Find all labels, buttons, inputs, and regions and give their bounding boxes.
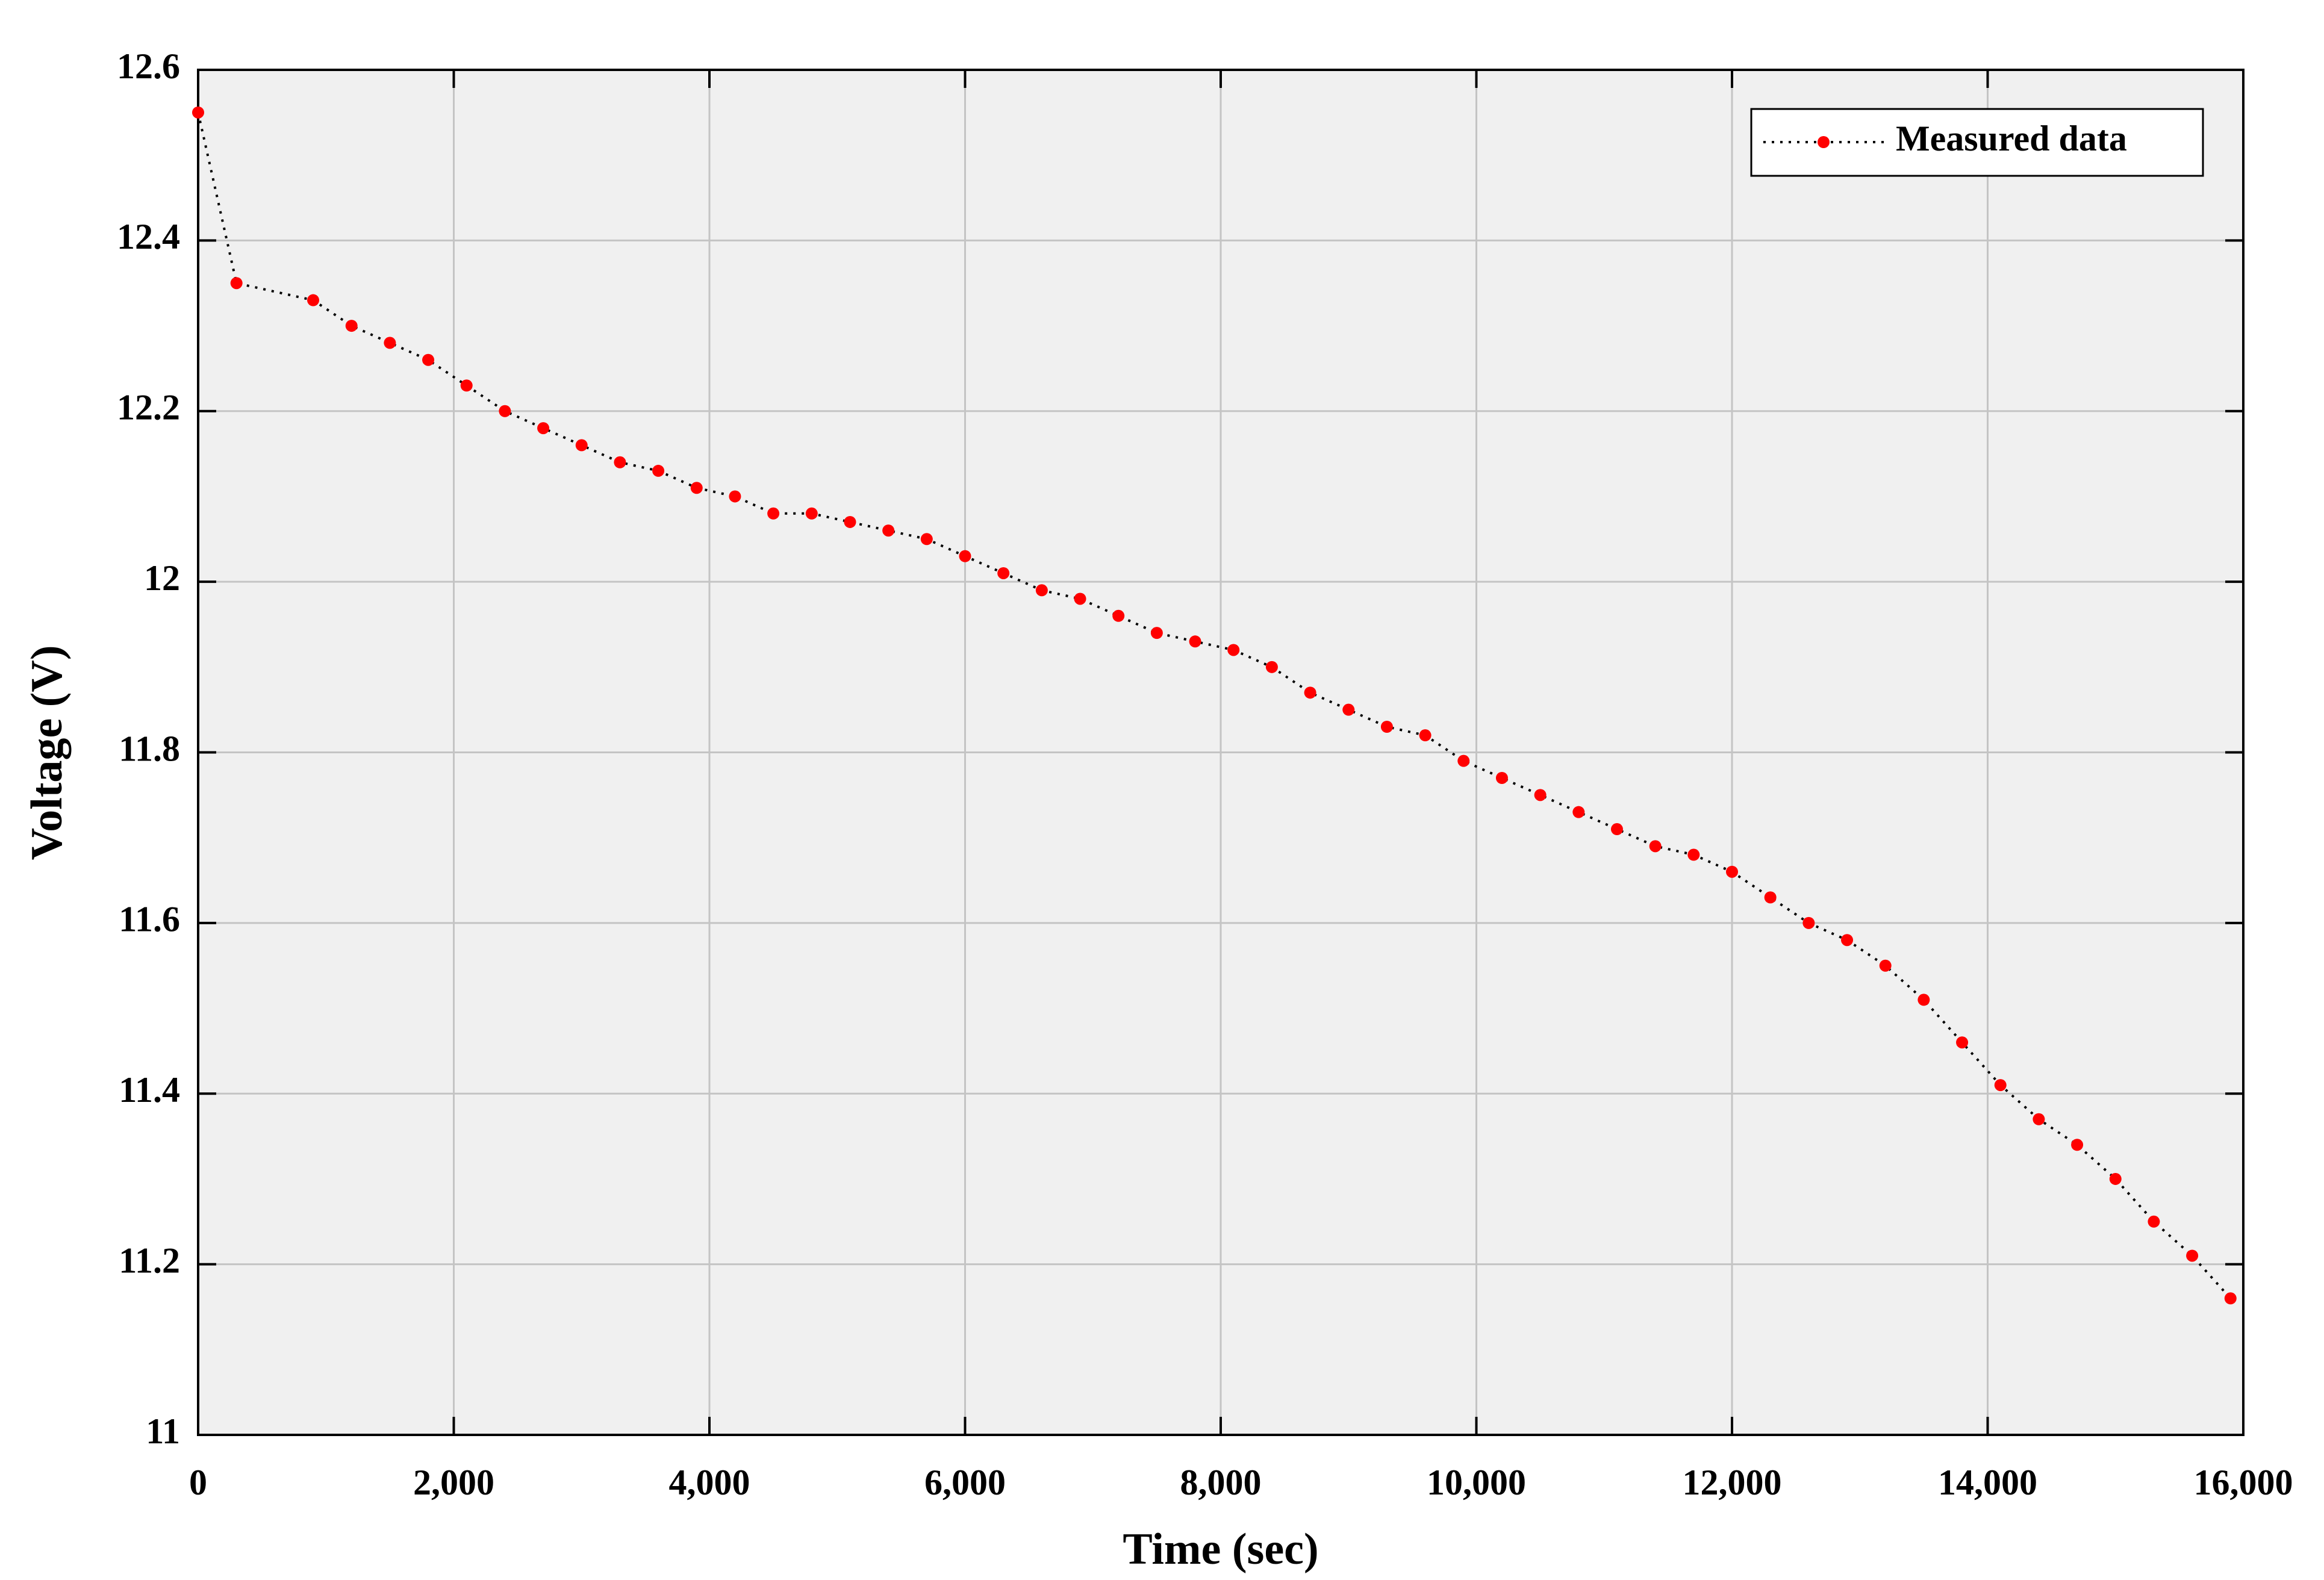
data-point: [575, 439, 588, 452]
data-point: [1112, 609, 1125, 622]
data-point: [1419, 729, 1431, 742]
data-point: [1380, 720, 1393, 733]
data-point: [1687, 848, 1700, 861]
data-point: [920, 533, 933, 546]
plot-frame: [197, 69, 2245, 1436]
y-tick-label: 12.4: [117, 217, 180, 257]
data-point: [729, 490, 741, 503]
data-point: [1265, 661, 1278, 673]
data-point: [1802, 916, 1815, 929]
data-point: [614, 456, 626, 468]
data-point: [1572, 806, 1585, 818]
data-point: [307, 294, 320, 306]
data-point: [1457, 754, 1470, 767]
data-point: [1227, 644, 1240, 656]
x-tick-label: 12,000: [1683, 1463, 1782, 1502]
y-axis-label: Voltage (V): [22, 645, 72, 860]
x-tick-label: 14,000: [1938, 1463, 2037, 1502]
data-point: [537, 422, 550, 435]
x-tick-label: 6,000: [924, 1463, 1006, 1502]
data-point: [2148, 1215, 2160, 1228]
data-point: [1035, 584, 1048, 597]
data-point: [805, 507, 818, 520]
data-point: [844, 515, 856, 528]
y-tick-label: 12.2: [117, 388, 180, 428]
data-point: [422, 353, 435, 366]
data-point: [384, 337, 396, 349]
x-axis-label: Time (sec): [1123, 1525, 1318, 1574]
x-tick-label: 4,000: [669, 1463, 750, 1502]
y-tick-label: 12: [144, 558, 180, 598]
data-point: [1189, 635, 1201, 648]
x-tick-label: 10,000: [1427, 1463, 1526, 1502]
data-point: [1495, 772, 1508, 785]
data-point: [499, 405, 511, 417]
data-point: [2033, 1113, 2045, 1125]
y-tick-label: 11.8: [119, 729, 180, 768]
data-point: [959, 550, 971, 562]
data-point: [1994, 1079, 2007, 1092]
data-point: [1726, 865, 1738, 878]
data-point: [1649, 840, 1662, 853]
data-point: [2109, 1172, 2122, 1185]
data-point: [1917, 994, 1930, 1006]
data-point: [1074, 592, 1086, 605]
x-tick-label: 8,000: [1180, 1463, 1262, 1502]
data-point: [882, 524, 895, 537]
data-point: [1304, 686, 1316, 699]
data-point: [1841, 934, 1854, 947]
legend-label: Measured data: [1896, 119, 2127, 158]
y-tick-label: 11: [146, 1411, 180, 1451]
data-point: [1610, 823, 1623, 836]
data-point: [2071, 1139, 2084, 1151]
data-point: [1764, 891, 1777, 904]
y-tick-label: 11.6: [119, 900, 180, 939]
data-point: [2186, 1249, 2199, 1262]
legend-marker: [1818, 136, 1830, 148]
x-tick-label: 2,000: [413, 1463, 494, 1502]
y-tick-label: 11.2: [119, 1240, 180, 1280]
x-tick-label: 16,000: [2194, 1463, 2293, 1502]
data-point: [192, 106, 204, 119]
x-tick-label: 0: [189, 1463, 207, 1502]
y-tick-label: 12.6: [117, 46, 180, 86]
data-point: [652, 464, 665, 477]
data-point: [1879, 959, 1892, 972]
data-point: [1150, 627, 1163, 639]
data-point: [767, 507, 780, 520]
data-point: [690, 482, 703, 494]
data-point: [1534, 789, 1547, 801]
data-point: [230, 277, 243, 290]
data-point: [345, 320, 358, 332]
y-tick-label: 11.4: [119, 1070, 180, 1110]
data-point: [2224, 1292, 2237, 1305]
data-point: [1956, 1036, 1969, 1049]
data-point: [997, 567, 1010, 579]
data-point: [1342, 703, 1355, 716]
data-point: [460, 379, 473, 392]
